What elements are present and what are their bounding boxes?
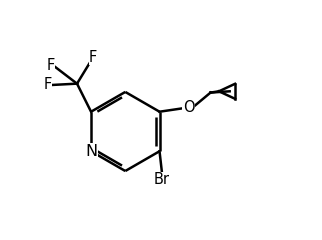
Text: O: O bbox=[183, 100, 195, 115]
Text: F: F bbox=[47, 58, 55, 72]
Text: F: F bbox=[89, 50, 97, 65]
Text: F: F bbox=[44, 78, 52, 92]
Text: Br: Br bbox=[154, 172, 170, 187]
Text: N: N bbox=[85, 144, 97, 159]
